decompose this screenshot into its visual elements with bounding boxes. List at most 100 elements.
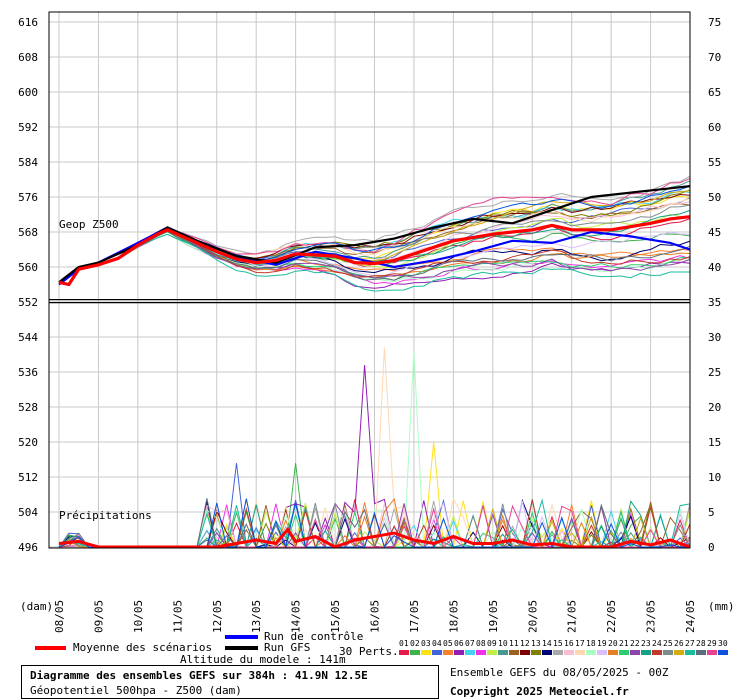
x-tick-label: 16/05 <box>369 600 382 633</box>
member-color-legend: 01 02 03 04 05 06 07 08 09 10 11 12 13 14 15 16 17 18 19 20… <box>399 639 728 655</box>
x-tick-label: 13/05 <box>250 600 263 633</box>
member-id-label: 23 <box>641 639 651 648</box>
member-color-swatch <box>685 650 695 655</box>
x-tick-label: 14/05 <box>290 600 303 633</box>
copyright: Copyright 2025 Meteociel.fr <box>450 685 629 698</box>
precip-panel-label: Précipitations <box>59 509 152 522</box>
x-tick-label: 19/05 <box>487 600 500 633</box>
member-color-swatch <box>465 650 475 655</box>
mean-line <box>58 215 691 287</box>
y-right-tick-label: 50 <box>708 191 721 204</box>
member-id-label: 09 <box>487 639 497 648</box>
member-id-label: 18 <box>586 639 596 648</box>
member-color-swatch <box>630 650 640 655</box>
y-right-tick-label: 10 <box>708 471 721 484</box>
x-tick-label: 22/05 <box>605 600 618 633</box>
member-color-swatch <box>619 650 629 655</box>
y-left-tick-label: 528 <box>18 401 38 414</box>
geop-panel-label: Geop Z500 <box>59 218 119 231</box>
member-id-label: 19 <box>597 639 607 648</box>
member-color-swatch <box>454 650 464 655</box>
y-right-tick-label: 65 <box>708 86 721 99</box>
member-color-swatch <box>652 650 662 655</box>
y-left-tick-label: 592 <box>18 121 38 134</box>
member-color-swatch <box>410 650 420 655</box>
member-id-label: 10 <box>498 639 508 648</box>
member-color-swatch <box>531 650 541 655</box>
control-run-line <box>58 226 691 286</box>
y-right-tick-label: 70 <box>708 51 721 64</box>
member-id-label: 30 <box>718 639 728 648</box>
member-color-swatch <box>542 650 552 655</box>
member-color-swatch <box>641 650 651 655</box>
member-color-swatch <box>597 650 607 655</box>
x-tick-label: 08/05 <box>53 600 66 633</box>
y-right-tick-label: 30 <box>708 331 721 344</box>
y-left-tick-label: 544 <box>18 331 38 344</box>
member-color-swatch <box>553 650 563 655</box>
x-tick-label: 10/05 <box>132 600 145 633</box>
member-color-swatch <box>608 650 618 655</box>
y-right-tick-label: 35 <box>708 296 721 309</box>
member-color-swatch <box>520 650 530 655</box>
legend-gfs-label: Run GFS <box>264 641 310 654</box>
member-id-label: 14 <box>542 639 552 648</box>
y-right-tick-label: 0 <box>708 541 715 554</box>
x-tick-label: 11/05 <box>171 600 184 633</box>
member-color-swatch <box>399 650 409 655</box>
x-tick-label: 20/05 <box>526 600 539 633</box>
member-color-swatch <box>707 650 717 655</box>
member-id-label: 25 <box>663 639 673 648</box>
y-left-tick-label: 520 <box>18 436 38 449</box>
main-series-lines <box>58 185 691 549</box>
member-id-label: 24 <box>652 639 662 648</box>
member-color-swatch <box>443 650 453 655</box>
member-id-label: 26 <box>674 639 684 648</box>
member-id-label: 06 <box>454 639 464 648</box>
member-id-label: 15 <box>553 639 563 648</box>
member-id-label: 01 <box>399 639 409 648</box>
footer-subtitle: Géopotentiel 500hpa - Z500 (dam) <box>30 684 242 697</box>
horizontal-gridlines <box>49 21 690 548</box>
member-color-swatch <box>564 650 574 655</box>
member-color-swatch <box>487 650 497 655</box>
y-right-tick-label: 40 <box>708 261 721 274</box>
y-left-tick-label: 616 <box>18 16 38 29</box>
run-info: Ensemble GEFS du 08/05/2025 - 00Z <box>450 666 669 679</box>
y-right-tick-label: 20 <box>708 401 721 414</box>
mean-precip-line <box>58 527 691 549</box>
y-left-tick-label: 504 <box>18 506 38 519</box>
member-id-label: 03 <box>421 639 431 648</box>
member-id-label: 28 <box>696 639 706 648</box>
y-left-tick-label: 576 <box>18 191 38 204</box>
member-id-label: 02 <box>410 639 420 648</box>
member-id-label: 08 <box>476 639 486 648</box>
member-id-label: 11 <box>509 639 519 648</box>
y-right-tick-label: 15 <box>708 436 721 449</box>
footer-title-box: Diagramme des ensembles GEFS sur 384h : … <box>21 665 439 699</box>
y-right-tick-label: 75 <box>708 16 721 29</box>
member-id-label: 12 <box>520 639 530 648</box>
y-left-tick-label: 568 <box>18 226 38 239</box>
member-id-label: 27 <box>685 639 695 648</box>
member-id-label: 29 <box>707 639 717 648</box>
member-color-swatch <box>476 650 486 655</box>
member-color-swatch <box>575 650 585 655</box>
legend-mean-label: Moyenne des scénarios <box>73 641 212 654</box>
member-color-swatch <box>663 650 673 655</box>
member-id-label: 04 <box>432 639 442 648</box>
x-tick-label: 18/05 <box>447 600 460 633</box>
member-id-label: 16 <box>564 639 574 648</box>
member-id-label: 13 <box>531 639 541 648</box>
member-id-label: 05 <box>443 639 453 648</box>
right-unit-label: (mm) <box>708 600 735 613</box>
member-color-swatch <box>498 650 508 655</box>
x-tick-label: 17/05 <box>408 600 421 633</box>
x-tick-label: 09/05 <box>92 600 105 633</box>
x-tick-label: 21/05 <box>566 600 579 633</box>
footer-title: Diagramme des ensembles GEFS sur 384h : … <box>30 669 368 682</box>
member-id-label: 20 <box>608 639 618 648</box>
members-count-label: 30 Perts. <box>339 645 399 658</box>
altitude-label: Altitude du modele : 141m <box>180 653 346 666</box>
y-right-tick-label: 25 <box>708 366 721 379</box>
